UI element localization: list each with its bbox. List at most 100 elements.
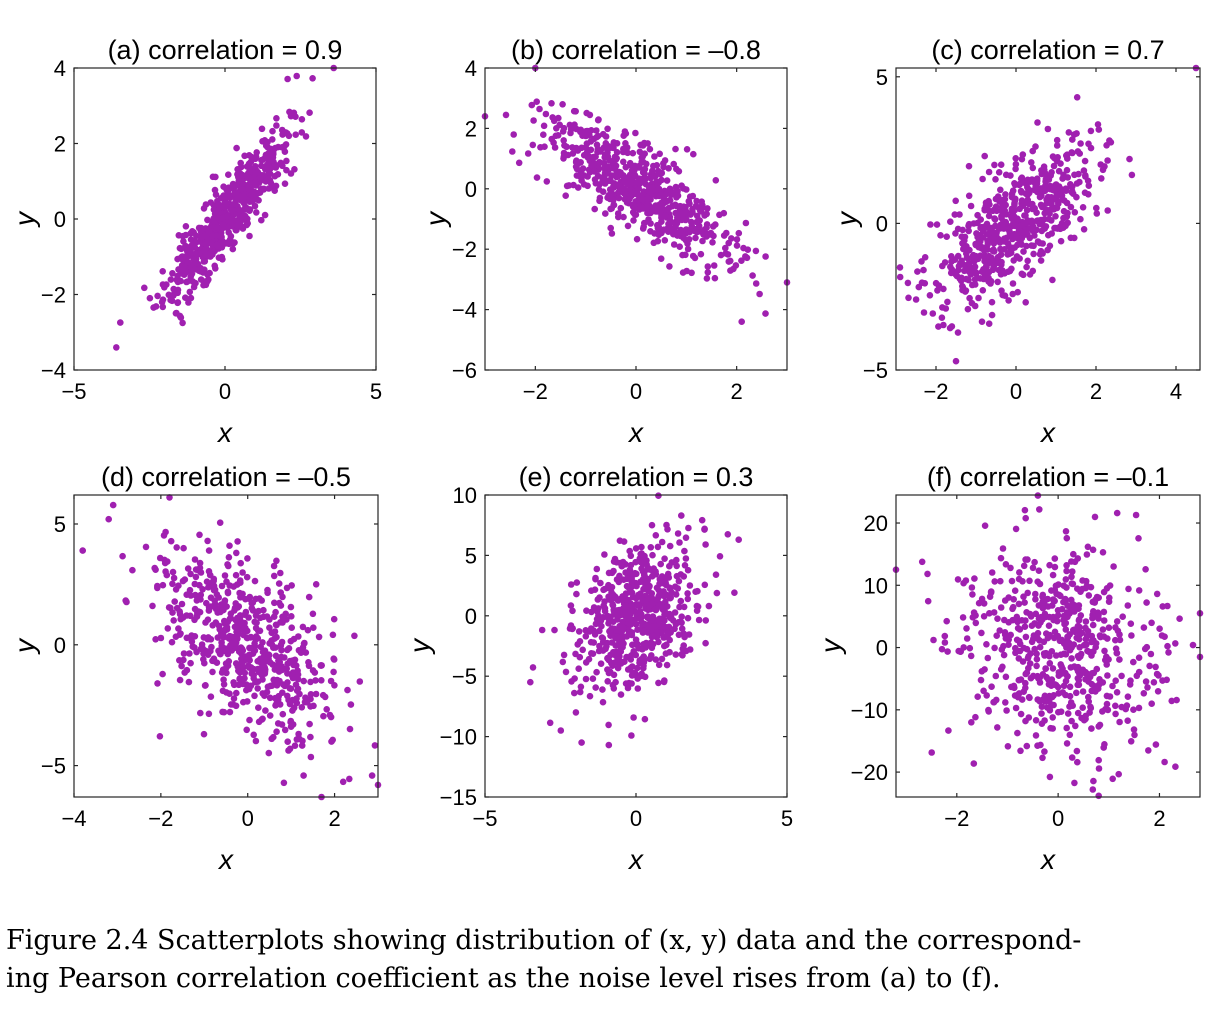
data-point bbox=[1012, 704, 1020, 712]
data-point bbox=[1044, 676, 1052, 683]
data-point bbox=[270, 562, 278, 570]
data-point bbox=[152, 636, 159, 643]
y-tick-label: −4 bbox=[452, 298, 477, 323]
data-point bbox=[666, 217, 674, 224]
data-point bbox=[288, 613, 295, 620]
data-point bbox=[318, 677, 325, 684]
data-point bbox=[930, 636, 937, 644]
data-point bbox=[551, 626, 558, 634]
data-point bbox=[1050, 185, 1058, 192]
data-point bbox=[997, 554, 1005, 562]
data-point bbox=[627, 652, 635, 660]
data-point bbox=[1037, 613, 1045, 621]
data-point bbox=[589, 675, 597, 682]
data-point bbox=[284, 738, 292, 745]
data-point bbox=[1069, 136, 1076, 143]
data-point bbox=[985, 320, 993, 328]
data-point bbox=[997, 245, 1004, 253]
data-point bbox=[255, 197, 262, 204]
data-point bbox=[952, 197, 959, 205]
data-point bbox=[302, 133, 310, 140]
chart-title: (c) correlation = 0.7 bbox=[931, 35, 1164, 65]
data-point bbox=[694, 603, 702, 610]
data-point bbox=[749, 272, 756, 279]
data-point bbox=[174, 278, 182, 286]
data-point bbox=[990, 248, 998, 255]
data-point bbox=[605, 741, 613, 749]
data-point bbox=[1060, 650, 1068, 658]
data-point bbox=[1011, 587, 1019, 594]
data-point bbox=[200, 730, 208, 738]
data-point bbox=[713, 589, 721, 597]
data-point bbox=[156, 733, 164, 740]
data-point bbox=[614, 597, 622, 604]
data-point bbox=[968, 719, 975, 726]
data-point bbox=[616, 537, 624, 544]
data-point bbox=[1073, 193, 1080, 201]
data-point bbox=[605, 593, 612, 600]
data-point bbox=[1090, 777, 1097, 785]
data-point bbox=[1105, 598, 1113, 605]
data-point bbox=[1037, 257, 1045, 264]
data-point bbox=[965, 192, 973, 200]
data-point bbox=[1015, 227, 1023, 235]
data-point bbox=[971, 575, 978, 582]
data-point bbox=[255, 718, 263, 726]
y-axis-label: y bbox=[9, 637, 40, 655]
data-point bbox=[649, 613, 657, 620]
data-point bbox=[193, 260, 200, 267]
data-point bbox=[175, 625, 182, 632]
y-axis-label: y bbox=[831, 210, 862, 228]
data-point bbox=[599, 698, 607, 706]
data-point bbox=[280, 779, 288, 787]
data-point bbox=[1068, 558, 1075, 565]
data-point bbox=[937, 232, 944, 239]
data-point bbox=[660, 579, 667, 587]
data-point bbox=[742, 219, 750, 227]
data-point bbox=[636, 148, 644, 156]
data-point bbox=[999, 663, 1006, 671]
data-point bbox=[209, 622, 216, 629]
data-point bbox=[1153, 670, 1161, 678]
data-point bbox=[997, 186, 1004, 194]
data-point bbox=[644, 613, 651, 620]
data-point bbox=[215, 201, 223, 208]
data-point bbox=[651, 230, 658, 237]
data-point bbox=[1046, 242, 1054, 250]
data-point bbox=[187, 612, 194, 620]
data-point bbox=[630, 714, 637, 721]
x-tick-label: −5 bbox=[472, 806, 497, 831]
data-point bbox=[117, 319, 124, 326]
data-point bbox=[993, 632, 1000, 639]
data-point bbox=[918, 279, 926, 287]
data-point bbox=[1011, 692, 1019, 699]
data-point bbox=[640, 641, 647, 648]
data-point bbox=[524, 150, 532, 157]
data-point bbox=[295, 730, 302, 738]
data-point bbox=[213, 241, 220, 249]
data-point bbox=[1091, 683, 1099, 690]
data-point bbox=[1023, 263, 1030, 271]
data-point bbox=[660, 622, 667, 630]
data-point bbox=[967, 652, 975, 660]
data-point bbox=[536, 105, 543, 113]
data-point bbox=[684, 245, 692, 253]
data-point bbox=[604, 654, 612, 662]
data-point bbox=[665, 165, 672, 172]
data-point bbox=[200, 205, 208, 212]
data-point bbox=[1008, 265, 1015, 273]
data-point bbox=[1060, 171, 1067, 179]
data-point bbox=[179, 319, 186, 327]
data-point bbox=[979, 234, 987, 241]
data-point bbox=[599, 188, 607, 195]
data-point bbox=[1099, 626, 1107, 633]
data-point bbox=[985, 259, 993, 267]
data-point bbox=[1074, 605, 1081, 612]
data-point bbox=[1145, 747, 1152, 754]
data-point bbox=[152, 303, 160, 310]
data-point bbox=[1072, 722, 1079, 730]
data-point bbox=[1021, 623, 1029, 630]
data-point bbox=[241, 669, 249, 677]
data-point bbox=[269, 136, 276, 143]
